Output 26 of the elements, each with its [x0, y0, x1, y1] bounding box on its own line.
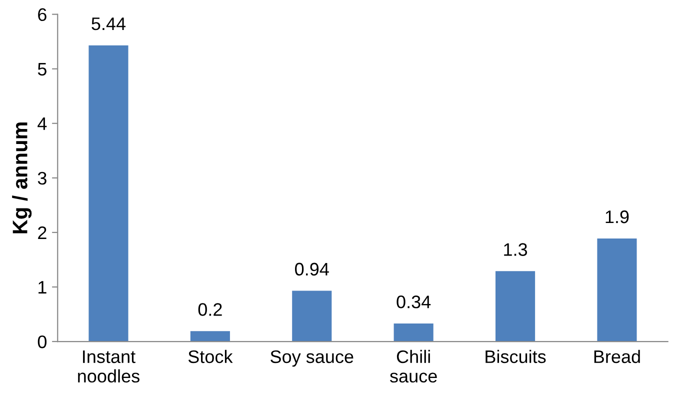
y-axis-title: Kg / annum	[12, 122, 32, 234]
y-tick-label: 6	[38, 8, 46, 22]
y-tick-label: 3	[38, 172, 46, 185]
x-tick-label: Biscuits	[486, 350, 546, 364]
bar	[290, 290, 333, 342]
bar	[392, 322, 434, 342]
data-label: 5.44	[92, 18, 126, 30]
x-tick-label: Bread	[594, 350, 640, 364]
y-tick-label: 5	[38, 62, 46, 76]
bar	[88, 44, 130, 342]
y-tick-label: 0	[38, 335, 47, 348]
y-tick-label: 4	[38, 118, 47, 130]
x-tick-label: Soy sauce	[270, 350, 354, 367]
bar	[494, 270, 536, 342]
data-label: 0.2	[198, 303, 222, 316]
data-label: 0.94	[295, 262, 329, 276]
bar	[189, 330, 232, 342]
data-label: 1.9	[606, 210, 629, 224]
data-label: 0.34	[396, 296, 431, 308]
y-tick-label: 2	[38, 226, 46, 239]
data-label: 1.3	[504, 243, 528, 256]
y-tick-label: 1	[38, 281, 46, 294]
bar	[596, 237, 638, 342]
x-tick-label: Stock	[188, 350, 233, 364]
x-tick-label: Instant noodles	[78, 350, 140, 383]
x-tick-label: Chili sauce	[390, 350, 437, 383]
